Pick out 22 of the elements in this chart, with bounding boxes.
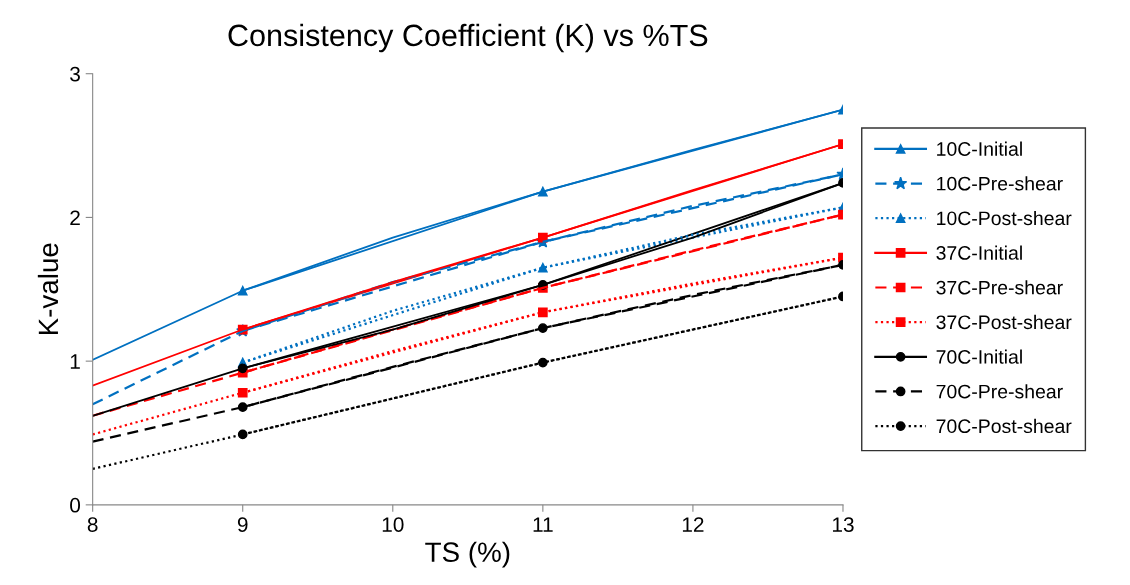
- legend-label: 37C-Post-shear: [936, 314, 1072, 330]
- legend-label: 70C-Pre-shear: [936, 384, 1063, 399]
- y-tick-label: 0: [70, 497, 81, 513]
- legend-label: 70C-Initial: [936, 349, 1022, 364]
- legend-label: 37C-Pre-shear: [936, 280, 1063, 295]
- x-tick-label: 11: [533, 517, 553, 532]
- legend-label: 10C-Pre-shear: [937, 176, 1063, 191]
- x-axis-title: TS (%): [425, 541, 510, 568]
- chart-title: Consistency Coefficient (K) vs %TS: [228, 23, 708, 53]
- x-tick-label: 8: [87, 517, 98, 532]
- y-tick-label: 1: [70, 354, 80, 369]
- x-tick-label: 12: [682, 517, 704, 532]
- x-tick-label: 9: [237, 517, 248, 532]
- y-tick-label: 2: [70, 210, 80, 225]
- x-tick-label: 10: [382, 517, 404, 532]
- x-tick-label: 13: [832, 517, 854, 532]
- y-tick-label: 3: [70, 66, 80, 82]
- legend-label: 10C-Initial: [937, 141, 1022, 156]
- legend-label: 70C-Post-shear: [936, 418, 1072, 434]
- legend-label: 10C-Post-shear: [937, 210, 1072, 226]
- legend-label: 37C-Initial: [936, 245, 1022, 260]
- y-axis-title: K-value: [37, 243, 59, 335]
